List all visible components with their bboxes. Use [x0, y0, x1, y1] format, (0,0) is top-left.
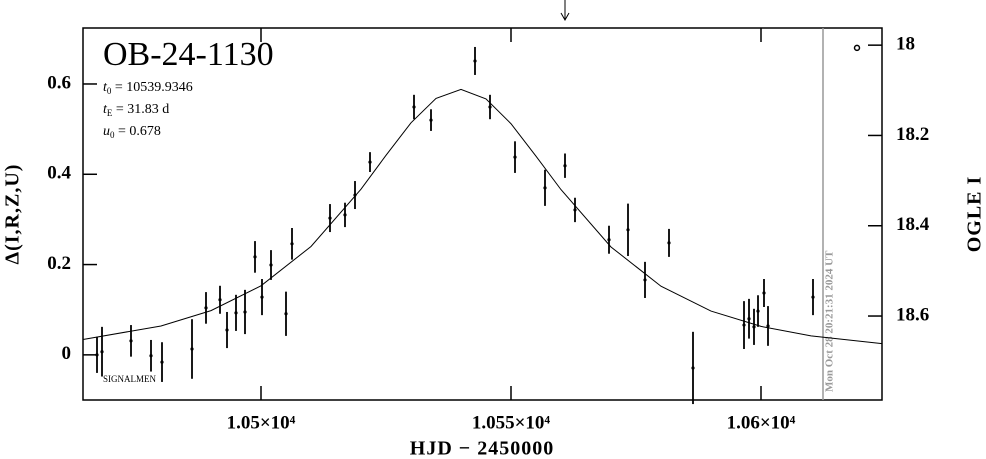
- data-point: [204, 306, 208, 310]
- y-tick-label: 0: [62, 343, 72, 364]
- y-axis-label: Δ(I,R,Z,U): [2, 164, 24, 265]
- data-point: [260, 295, 264, 299]
- data-point: [607, 238, 611, 242]
- data-point: [100, 350, 104, 354]
- data-point: [752, 325, 756, 329]
- data-point: [234, 311, 238, 315]
- param-symbol: t: [103, 102, 108, 117]
- data-point: [353, 193, 357, 197]
- param-symbol: t: [103, 80, 108, 95]
- outlier-point: [853, 44, 861, 52]
- model-curve: [82, 88, 883, 345]
- data-point: [766, 324, 770, 328]
- data-point: [160, 360, 164, 364]
- data-point: [429, 118, 433, 122]
- data-point: [747, 317, 751, 321]
- data-point: [243, 310, 247, 314]
- data-point: [269, 263, 273, 267]
- y-tick-label: 0.6: [47, 72, 71, 93]
- y2-axis-label: OGLE I: [964, 176, 986, 253]
- data-point: [225, 328, 229, 332]
- parameter: tE = 31.83 d: [103, 102, 169, 118]
- data-point: [328, 216, 332, 220]
- data-point: [643, 278, 647, 282]
- data-point: [488, 105, 492, 109]
- x-axis-label: HJD − 2450000: [410, 438, 554, 459]
- param-subscript: E: [107, 108, 113, 118]
- data-point: [290, 242, 294, 246]
- y2-tick-label: 18: [896, 34, 915, 55]
- data-point: [762, 291, 766, 295]
- y-tick-label: 0.4: [47, 163, 71, 184]
- data-point: [129, 339, 133, 343]
- arrow-head: [560, 12, 570, 22]
- data-point: [513, 155, 517, 159]
- data-point: [218, 298, 222, 302]
- data-point: [543, 186, 547, 190]
- data-point: [473, 59, 477, 63]
- data-point: [626, 228, 630, 232]
- data-point: [742, 323, 746, 327]
- data-point: [190, 347, 194, 351]
- parameter: t0 = 10539.9346: [103, 80, 193, 96]
- plot-frame: [82, 27, 883, 401]
- x-tick-label: 1.05×10⁴: [227, 412, 296, 433]
- param-subscript: 0: [110, 130, 115, 140]
- data-point: [756, 309, 760, 313]
- y2-tick-label: 18.4: [896, 214, 930, 235]
- data-point: [253, 255, 257, 259]
- footnote: SIGNALMEN: [103, 374, 156, 384]
- x-tick-label: 1.06×10⁴: [727, 412, 796, 433]
- chart-title: OB-24-1130: [103, 36, 274, 73]
- data-point: [691, 366, 695, 370]
- param-value: = 0.678: [115, 124, 161, 139]
- param-subscript: 0: [107, 86, 112, 96]
- data-point: [667, 241, 671, 245]
- x-tick-label: 1.055×10⁴: [472, 412, 551, 433]
- data-point: [811, 295, 815, 299]
- data-point: [368, 160, 372, 164]
- parameter: u0 = 0.678: [103, 124, 161, 140]
- data-point: [149, 354, 153, 358]
- param-value: = 31.83 d: [112, 102, 169, 117]
- data-point: [343, 213, 347, 217]
- now-label: Mon Oct 28 20:21:31 2024 UT: [824, 250, 836, 392]
- param-symbol: u: [103, 124, 110, 139]
- y2-tick-label: 18.6: [896, 304, 929, 325]
- y2-tick-label: 18.2: [896, 124, 929, 145]
- param-value: = 10539.9346: [111, 80, 192, 95]
- data-point: [95, 353, 99, 357]
- data-point: [563, 164, 567, 168]
- data-point: [284, 312, 288, 316]
- y-tick-label: 0.2: [47, 253, 71, 274]
- data-point: [412, 105, 416, 109]
- data-point: [573, 208, 577, 212]
